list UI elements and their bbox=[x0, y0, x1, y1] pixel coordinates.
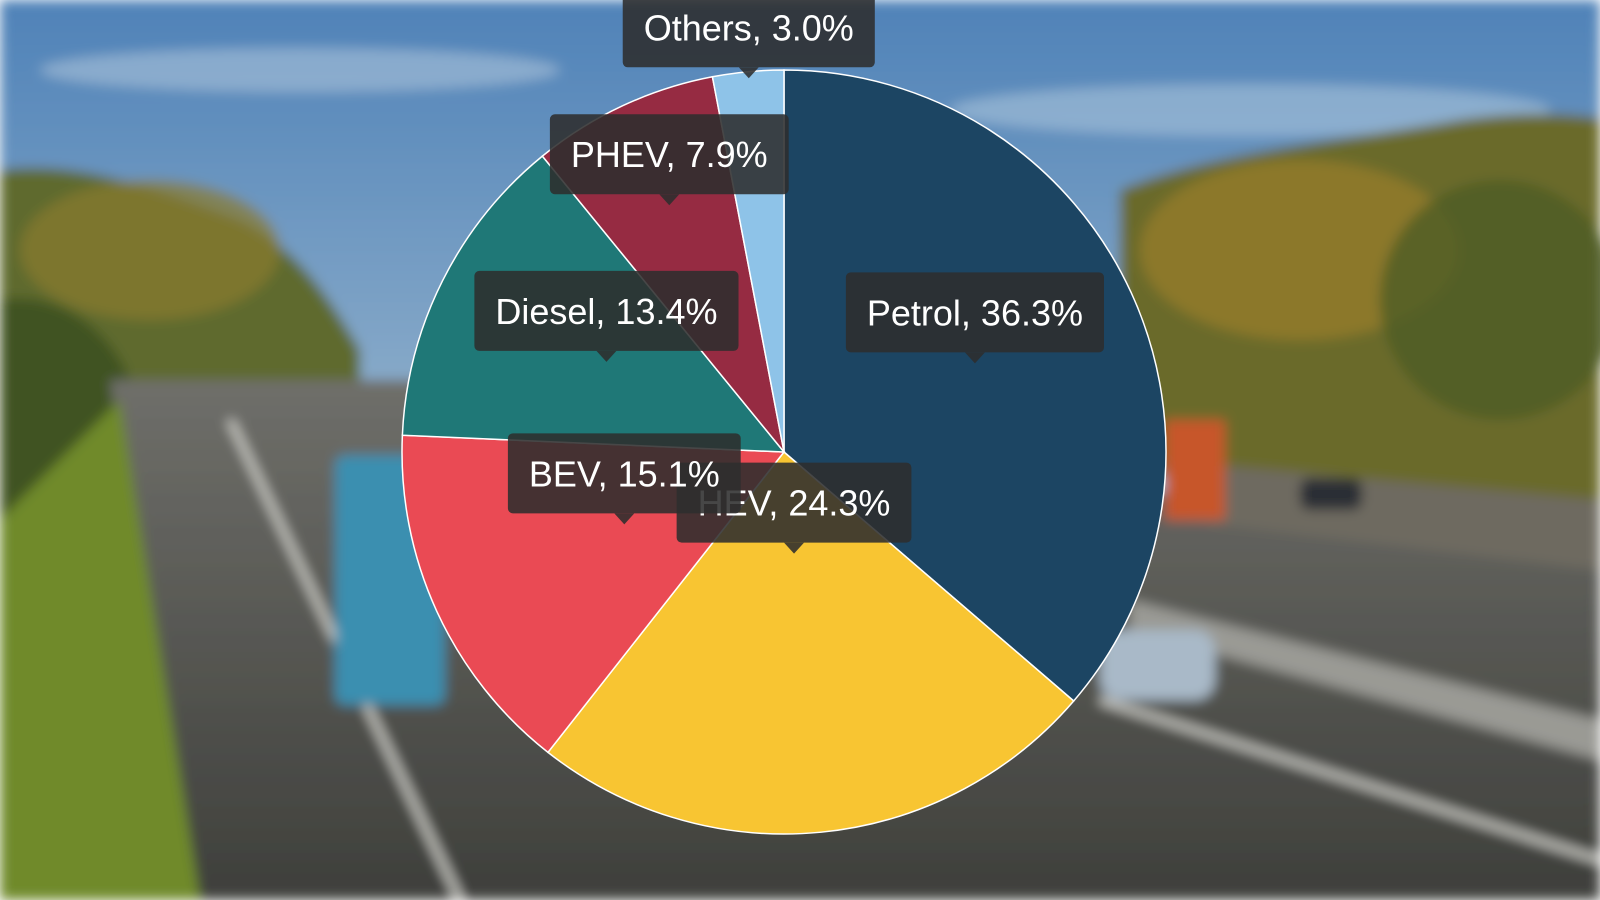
data-label-bev: BEV, 15.1% bbox=[507, 433, 741, 525]
data-label-petrol: Petrol, 36.3% bbox=[845, 272, 1105, 364]
slice-hev bbox=[546, 450, 1075, 835]
data-label-pointer bbox=[964, 352, 985, 364]
pie-labels: Petrol, 36.3%HEV, 24.3%BEV, 15.1%Diesel,… bbox=[474, 0, 1105, 554]
data-label-pointer bbox=[596, 350, 617, 362]
data-label-others: Others, 3.0% bbox=[622, 0, 875, 79]
data-label-text: PHEV, 7.9% bbox=[571, 134, 768, 175]
data-label-text: Others, 3.0% bbox=[644, 7, 854, 48]
slice-petrol bbox=[783, 69, 1167, 703]
data-label-phev: PHEV, 7.9% bbox=[549, 114, 789, 206]
data-label-box bbox=[474, 270, 739, 351]
data-label-text: BEV, 15.1% bbox=[529, 453, 720, 494]
data-label-pointer bbox=[738, 67, 759, 79]
data-label-pointer bbox=[784, 542, 805, 554]
data-label-box bbox=[845, 272, 1105, 353]
data-label-pointer bbox=[614, 513, 635, 525]
data-label-box bbox=[622, 0, 875, 68]
data-label-diesel: Diesel, 13.4% bbox=[474, 270, 739, 362]
data-label-pointer bbox=[659, 194, 680, 206]
data-label-box bbox=[507, 433, 741, 514]
data-label-text: Diesel, 13.4% bbox=[495, 291, 717, 332]
data-label-box bbox=[549, 114, 789, 195]
data-label-text: Petrol, 36.3% bbox=[867, 292, 1083, 333]
